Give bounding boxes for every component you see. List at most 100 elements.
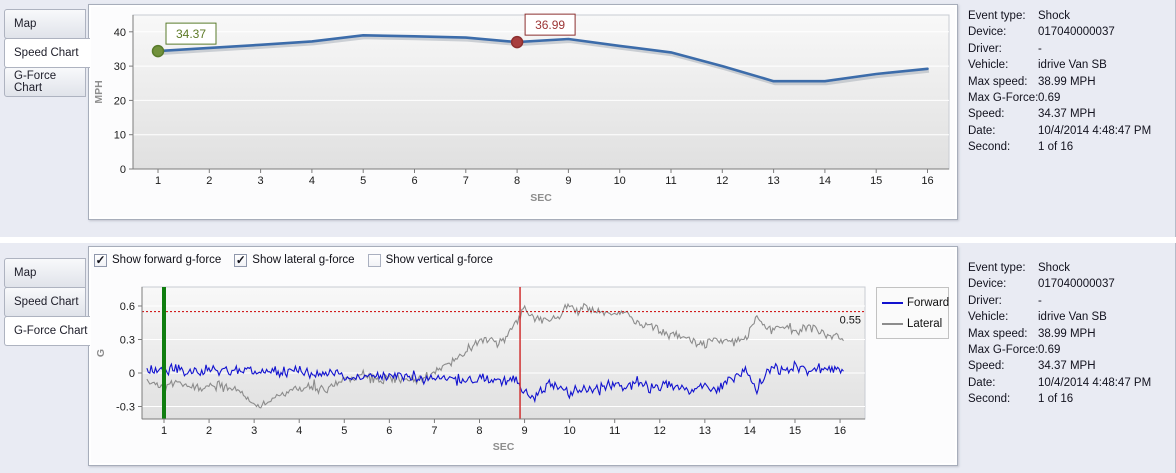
info-row: Max G-Force: 0.69 (968, 90, 1172, 106)
svg-text:0: 0 (129, 368, 135, 380)
info-label: Max G-Force: (968, 92, 1039, 105)
event-info-panel-top: Event type: Shock Device: 017040000037 Drive… (968, 8, 1172, 156)
svg-text:4: 4 (296, 425, 302, 437)
svg-text:1: 1 (161, 425, 167, 437)
svg-text:5: 5 (341, 425, 347, 437)
svg-text:6: 6 (411, 175, 417, 187)
info-value: 0.69 (1038, 92, 1061, 105)
info-row: Vehicle: idrive Van SB (968, 309, 1172, 325)
section-divider (0, 237, 1176, 243)
speed-chart-panel: 0 10 20 30 40 1 2 3 4 5 6 7 8 9 10 11 12 13 14 15 16 MPH SEC 34… (88, 4, 958, 220)
svg-text:11: 11 (665, 175, 676, 187)
svg-text:16: 16 (921, 175, 933, 187)
tab-map-top[interactable]: Map (4, 9, 86, 39)
checkbox-icon (367, 253, 381, 267)
legend-entry-lateral: Lateral (882, 313, 948, 334)
svg-text:3: 3 (258, 175, 264, 187)
checkbox-show-forward-gforce[interactable]: ✓ Show forward g-force (94, 253, 222, 267)
legend-label: Forward (907, 296, 950, 309)
info-row: Driver: - (968, 293, 1172, 309)
svg-text:SEC: SEC (530, 192, 552, 204)
svg-text:9: 9 (521, 425, 527, 437)
plot-area (141, 286, 866, 420)
info-value: - (1038, 294, 1042, 307)
info-value: 10/4/2014 4:48:47 PM (1038, 124, 1152, 137)
info-row: Max speed: 38.99 MPH (968, 74, 1172, 90)
lateral-gforce-line (146, 302, 844, 409)
svg-text:10: 10 (114, 130, 126, 142)
data-point-marker-2[interactable] (510, 35, 524, 49)
info-row: Speed: 34.37 MPH (968, 358, 1172, 374)
svg-text:13: 13 (699, 425, 711, 437)
svg-text:16: 16 (834, 425, 846, 437)
info-label: Date: (968, 376, 996, 389)
svg-text:34.37: 34.37 (176, 27, 206, 41)
svg-text:0.6: 0.6 (120, 301, 135, 313)
svg-text:14: 14 (744, 425, 756, 437)
gforce-chart[interactable]: 0.55-0.300.30.61 2 3 4 5 6 7 8 9 10 11 12 13 14 15 16GS… (89, 247, 957, 465)
info-label: Event type: (968, 10, 1026, 22)
info-value: 38.99 MPH (1038, 327, 1096, 340)
info-value: Shock (1038, 10, 1070, 22)
lateral-line-swatch (882, 322, 903, 325)
legend-entry-forward: Forward (882, 292, 950, 313)
svg-text:MPH: MPH (93, 80, 105, 103)
checkbox-show-lateral-gforce[interactable]: ✓ Show lateral g-force (234, 253, 355, 267)
svg-text:3: 3 (251, 425, 257, 437)
plot-area (132, 14, 950, 170)
svg-text:SEC: SEC (493, 441, 515, 453)
info-label: Device: (968, 278, 1007, 291)
info-value: 10/4/2014 4:48:47 PM (1038, 376, 1152, 389)
svg-text:G: G (95, 349, 107, 357)
svg-text:8: 8 (514, 175, 520, 187)
svg-text:15: 15 (870, 175, 882, 187)
svg-text:1: 1 (155, 175, 161, 187)
svg-text:15: 15 (789, 425, 801, 437)
info-value: 38.99 MPH (1038, 75, 1096, 88)
svg-text:7: 7 (463, 175, 469, 187)
checkbox-show-vertical-gforce[interactable]: Show vertical g-force (367, 253, 493, 267)
svg-text:6: 6 (386, 425, 392, 437)
legend-label: Lateral (907, 317, 943, 330)
info-label: Max speed: (968, 75, 1028, 88)
svg-text:7: 7 (431, 425, 437, 437)
info-label: Max G-Force: (968, 344, 1039, 357)
info-row: Date: 10/4/2014 4:48:47 PM (968, 123, 1172, 139)
info-row: Max G-Force: 0.69 (968, 342, 1172, 358)
tab-speed-chart-top[interactable]: Speed Chart (4, 38, 90, 68)
data-point-marker-1[interactable] (151, 44, 165, 58)
data-point-label-box (165, 22, 217, 45)
info-label: Max speed: (968, 327, 1028, 340)
info-row: Second: 1 of 16 (968, 139, 1172, 155)
tab-map-bottom[interactable]: Map (4, 258, 86, 288)
svg-text:2: 2 (206, 425, 212, 437)
info-row: Vehicle: idrive Van SB (968, 57, 1172, 73)
info-value: - (1038, 42, 1042, 55)
gforce-chart-panel: ✓ Show forward g-force ✓ Show lateral g-… (88, 246, 958, 466)
svg-text:14: 14 (819, 175, 831, 187)
forward-gforce-line (146, 360, 844, 404)
info-value: idrive Van SB (1038, 311, 1107, 324)
svg-text:11: 11 (609, 425, 620, 437)
info-row: Max speed: 38.99 MPH (968, 326, 1172, 342)
info-label: Speed: (968, 108, 1005, 121)
svg-text:10: 10 (564, 425, 576, 437)
info-row: Event type: Shock (968, 260, 1172, 276)
info-row: Speed: 34.37 MPH (968, 106, 1172, 122)
checkbox-label: Show forward g-force (112, 254, 222, 266)
info-value: 34.37 MPH (1038, 108, 1096, 121)
info-value: 34.37 MPH (1038, 360, 1096, 373)
info-row: Device: 017040000037 (968, 276, 1172, 292)
svg-text:20: 20 (114, 95, 126, 107)
tab-gforce-chart-bottom[interactable]: G-Force Chart (4, 316, 90, 346)
speed-chart-section: Map Speed Chart G-Force Chart 0 10 20 30 40 1… (4, 4, 1172, 220)
svg-text:-0.3: -0.3 (116, 402, 135, 414)
info-label: Vehicle: (968, 59, 1009, 72)
tab-gforce-chart-top[interactable]: G-Force Chart (4, 67, 86, 97)
svg-text:2: 2 (206, 175, 212, 187)
info-label: Vehicle: (968, 311, 1009, 324)
gforce-chart-section: Map Speed Chart G-Force Chart ✓ Show for… (0, 243, 1176, 473)
tab-speed-chart-bottom[interactable]: Speed Chart (4, 287, 86, 317)
info-label: Event type: (968, 262, 1026, 274)
